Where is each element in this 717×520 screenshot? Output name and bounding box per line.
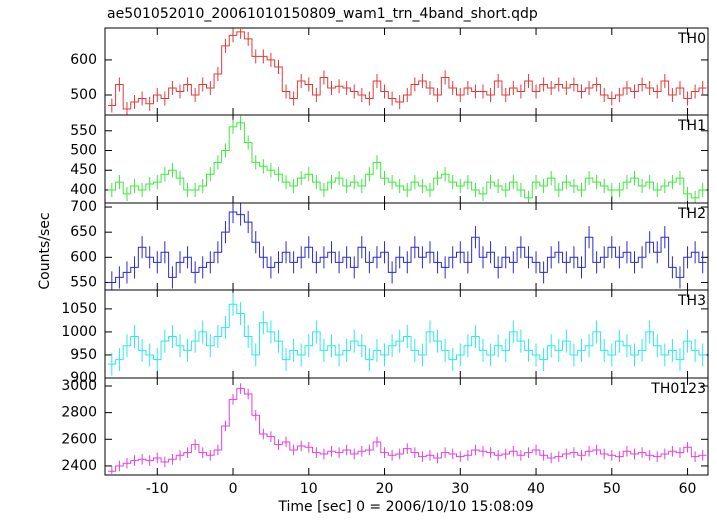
y-tick-label: 950 <box>70 347 97 363</box>
panel-frame <box>104 377 709 476</box>
y-tick-label: 500 <box>70 87 97 103</box>
x-tick-label: 50 <box>603 481 621 497</box>
panel-data <box>108 292 707 376</box>
y-tick-label: 550 <box>70 123 97 139</box>
y-tick-label: 3000 <box>61 378 97 394</box>
y-tick-label: 400 <box>70 182 97 198</box>
panel-data <box>108 28 707 115</box>
y-tick-label: 550 <box>70 274 97 290</box>
panel-data <box>108 115 707 203</box>
y-tick-label: 600 <box>70 52 97 68</box>
panel-label: TH0123 <box>650 381 706 397</box>
y-tick-label: 600 <box>70 249 97 265</box>
x-tick-label: 60 <box>679 481 697 497</box>
step-line <box>108 388 707 472</box>
y-tick-label: 2400 <box>61 458 97 474</box>
x-tick-label: 0 <box>229 481 238 497</box>
panel-label: TH1 <box>677 118 706 134</box>
chart-title: ae501052010_20061010150809_wam1_trn_4ban… <box>107 6 538 22</box>
x-axis-label: Time [sec] 0 = 2006/10/10 15:08:09 <box>277 499 533 515</box>
x-tick-label: 20 <box>376 481 394 497</box>
step-line <box>108 211 707 283</box>
y-tick-label: 1000 <box>61 324 97 340</box>
panel-label: TH0 <box>677 31 706 47</box>
panel-data <box>108 203 707 290</box>
y-tick-label: 2600 <box>61 431 97 447</box>
panel-label: TH3 <box>677 293 706 309</box>
y-tick-label: 450 <box>70 162 97 178</box>
y-tick-label: 500 <box>70 143 97 159</box>
x-tick-label: 10 <box>300 481 318 497</box>
step-line <box>108 31 707 110</box>
step-line <box>108 122 707 199</box>
y-tick-label: 2800 <box>61 405 97 421</box>
y-tick-label: 1050 <box>61 301 97 317</box>
x-tick-label: 30 <box>451 481 469 497</box>
y-tick-label: 900 <box>70 370 97 386</box>
panel-label: TH2 <box>677 206 706 222</box>
y-axis-label: Counts/sec <box>37 212 53 289</box>
step-line <box>108 303 707 365</box>
y-tick-label: 650 <box>70 224 97 240</box>
x-tick-label: 40 <box>527 481 545 497</box>
panel-data <box>108 383 707 475</box>
x-tick-label: -10 <box>146 481 169 497</box>
y-tick-label: 700 <box>70 199 97 215</box>
